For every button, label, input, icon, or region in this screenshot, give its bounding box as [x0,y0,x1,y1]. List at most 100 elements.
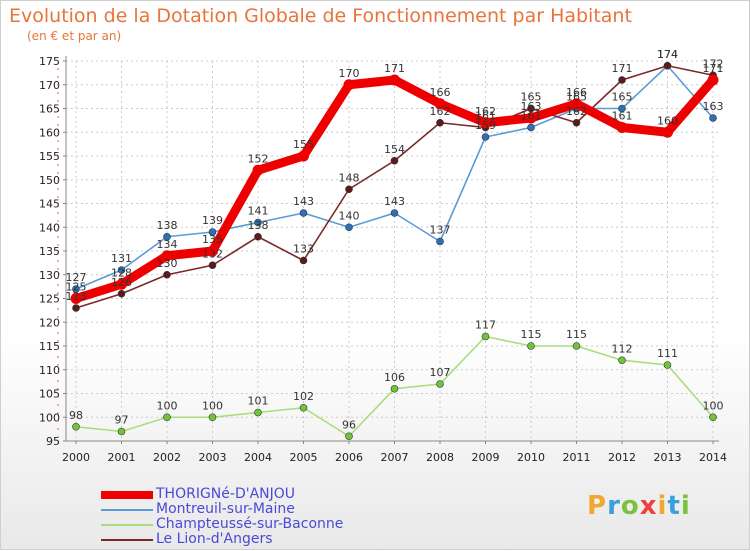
data-label: 127 [66,271,87,284]
data-label: 141 [248,205,269,218]
data-label: 161 [521,110,542,123]
data-point [389,74,400,86]
x-tick-label: 2007 [381,451,409,464]
x-tick-label: 2010 [517,451,545,464]
data-label: 162 [566,105,587,118]
data-point [436,237,444,246]
data-label: 163 [703,100,724,113]
data-label: 100 [157,399,178,412]
data-point [434,98,446,110]
logo-letter: r [607,491,621,521]
data-point [163,232,171,241]
legend-swatch [101,539,153,541]
data-point [618,104,626,113]
data-label: 128 [111,266,132,279]
data-label: 171 [384,62,405,75]
data-label: 161 [475,110,496,123]
x-tick-label: 2011 [563,451,591,464]
data-point [252,164,264,176]
x-tick-label: 2005 [290,451,318,464]
data-point [345,432,353,441]
data-point [208,228,217,236]
legend-item: Le Lion-d'Angers [101,532,343,547]
y-tick-label: 140 [39,221,60,234]
data-point [480,117,491,129]
data-point [254,218,262,227]
chart-title: Evolution de la Dotation Globale de Fonc… [9,5,632,27]
x-tick-label: 2002 [153,451,181,464]
data-point [343,79,355,91]
y-tick-label: 135 [39,245,60,258]
data-label: 171 [703,62,724,75]
data-label: 106 [384,371,405,384]
data-point [163,413,171,422]
logo-letter: P [587,491,608,521]
data-label: 166 [566,86,587,99]
logo-letter: i [680,491,691,521]
series-layer [70,61,719,441]
data-label: 148 [339,171,360,184]
data-label: 134 [157,238,178,251]
data-label: 111 [657,347,678,360]
data-point [616,122,628,133]
y-tick-label: 170 [39,79,60,92]
data-label: 115 [521,328,542,341]
logo-letter: i [657,491,668,521]
data-label: 143 [384,195,405,208]
x-tick-label: 2012 [608,451,636,464]
y-tick-label: 105 [39,388,60,401]
y-tick-label: 150 [39,174,60,187]
data-label: 161 [612,110,633,123]
data-point [299,403,308,412]
legend-swatch [101,524,153,526]
data-label: 100 [202,399,223,412]
data-point [436,380,444,388]
data-point [254,408,262,417]
y-tick-label: 160 [39,126,60,139]
legend-label: THORIGNé-D'ANJOU [156,486,296,502]
data-label: 101 [248,395,269,408]
data-label: 115 [566,328,587,341]
data-point [70,293,82,304]
legend-label: Champteussé-sur-Baconne [156,516,344,532]
data-point [208,413,217,422]
data-label: 112 [612,342,633,355]
data-point [527,342,535,350]
data-point [571,98,582,110]
data-label: 126 [111,276,132,289]
x-tick-label: 2009 [472,451,500,464]
data-point [117,289,126,298]
data-point [481,332,490,341]
data-label: 125 [66,281,87,294]
y-tick-label: 155 [39,150,60,163]
x-tick-label: 2014 [699,451,727,464]
data-label: 133 [293,243,314,256]
legend-swatch [101,491,153,499]
data-point [525,112,537,124]
data-point [572,342,581,350]
data-label: 140 [339,209,360,222]
data-point [299,256,308,265]
data-point [390,209,399,217]
data-point [527,123,535,132]
data-label: 174 [657,48,678,61]
y-tick-label: 145 [39,198,60,211]
y-tick-label: 100 [39,411,60,424]
data-point [208,261,217,270]
data-point [254,232,262,241]
data-label: 174 [657,48,678,61]
data-point [662,126,673,138]
data-point [72,285,80,293]
data-label: 137 [430,224,451,237]
data-point [72,422,80,431]
data-label: 107 [430,366,451,379]
logo-letter: o [620,491,640,521]
data-point [117,427,126,436]
data-label: 123 [66,290,87,303]
logo-letter: t [667,491,681,521]
axes: 95 100 105 110 115 120 125 130 135 140 145 150 155 16… [39,55,727,464]
data-label: 100 [703,399,724,412]
data-point [572,118,581,127]
